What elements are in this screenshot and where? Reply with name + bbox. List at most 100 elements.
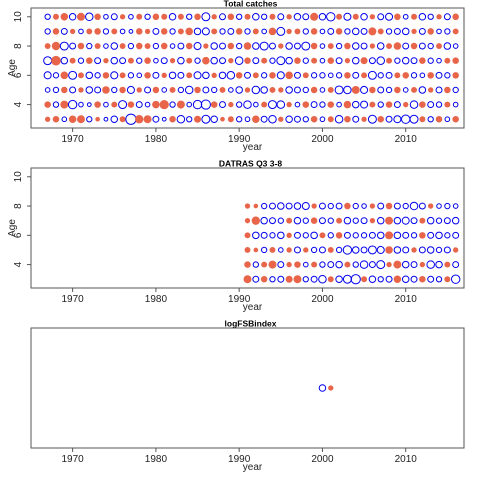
bubble-positive (202, 86, 210, 94)
bubble-negative (69, 57, 76, 64)
bubble-positive (419, 72, 426, 79)
bubble-positive (427, 116, 434, 123)
bubble-negative (419, 116, 426, 123)
bubble-positive (285, 56, 293, 65)
bubble-positive (327, 232, 334, 239)
bubble-positive (343, 85, 352, 95)
bubble-positive (436, 57, 442, 64)
bubble-positive (335, 42, 343, 50)
bubble-negative (419, 275, 426, 283)
bubble-positive (377, 276, 384, 283)
bubble-negative (177, 28, 184, 35)
bubble-positive (377, 101, 384, 108)
bubble-positive (118, 100, 128, 110)
bubble-negative (327, 246, 334, 253)
bubble-positive (293, 231, 301, 239)
bubble-negative (94, 13, 101, 21)
bubble-negative (269, 13, 276, 20)
bubble-positive (227, 27, 235, 35)
y-tick-label: 8 (13, 43, 24, 49)
bubble-positive (293, 86, 301, 94)
bubble-positive (368, 261, 376, 269)
bubble-negative (102, 86, 110, 94)
bubble-positive (103, 43, 109, 49)
bubble-positive (351, 42, 360, 50)
bubble-negative (377, 115, 384, 123)
bubble-positive (435, 260, 443, 269)
bubble-negative (136, 87, 142, 93)
x-tick-label: 2000 (311, 294, 334, 305)
bubble-positive (410, 217, 418, 225)
bubble-positive (410, 72, 418, 79)
bubble-negative (252, 72, 259, 79)
x-axis-label: year (243, 302, 263, 313)
panel-title: Total catches (224, 0, 278, 9)
bubble-positive (409, 114, 419, 124)
bubble-negative (411, 86, 418, 93)
bubble-positive (418, 13, 427, 21)
bubble-positive (302, 86, 309, 94)
x-tick-label: 1990 (228, 454, 251, 465)
bubble-positive (435, 101, 443, 108)
bubble-negative (111, 101, 118, 108)
bubble-negative (51, 41, 61, 51)
bubble-negative (393, 42, 402, 50)
bubble-positive (285, 202, 293, 210)
bubble-positive (418, 42, 426, 50)
bubble-positive (251, 85, 261, 95)
bubble-negative (343, 100, 352, 109)
bubble-negative (336, 217, 343, 224)
bubble-negative (94, 101, 101, 108)
bubble-positive (435, 231, 443, 240)
bubble-negative (220, 116, 225, 122)
bubble-negative (361, 116, 367, 122)
bubble-positive (293, 246, 301, 254)
bubble-positive (351, 100, 360, 109)
bubble-positive (351, 246, 360, 254)
bubble-negative (253, 203, 259, 209)
bubble-positive (285, 86, 293, 94)
bubble-positive (443, 246, 451, 254)
bubble-positive (218, 71, 227, 80)
bubble-negative (303, 247, 309, 253)
bubble-negative (261, 261, 268, 268)
bubble-negative (86, 28, 93, 35)
bubble-positive (236, 42, 243, 50)
bubble-negative (335, 28, 343, 35)
bubble-positive (444, 202, 451, 210)
bubble-negative (394, 72, 401, 79)
bubble-positive (119, 28, 126, 35)
bubble-positive (44, 28, 51, 35)
bubble-positive (169, 101, 176, 108)
bubble-negative (369, 203, 376, 209)
bubble-positive (393, 216, 402, 225)
bubble-positive (393, 231, 402, 240)
bubble-negative (102, 72, 110, 79)
bubble-positive (78, 28, 84, 35)
bubble-positive (452, 86, 459, 94)
bubble-positive (210, 56, 218, 65)
bubble-positive (136, 57, 143, 64)
bubble-negative (227, 116, 234, 123)
bubble-positive (253, 101, 259, 108)
bubble-positive (310, 275, 318, 283)
bubble-positive (277, 261, 285, 269)
bubble-positive (252, 231, 260, 240)
bubble-positive (435, 71, 443, 79)
y-tick-label: 10 (13, 171, 24, 183)
bubble-positive (352, 115, 360, 123)
bubble-negative (286, 28, 292, 35)
bubble-positive (52, 72, 60, 79)
bubble-positive (360, 246, 368, 254)
bubble-negative (286, 101, 292, 108)
bubble-positive (344, 28, 351, 35)
bubble-positive (302, 116, 309, 123)
bubble-positive (310, 101, 318, 109)
bubble-positive (103, 116, 109, 122)
bubble-positive (360, 232, 368, 239)
bubble-negative (302, 101, 310, 108)
bubble-positive (110, 115, 119, 123)
bubble-positive (361, 203, 367, 209)
bubble-negative (202, 56, 210, 65)
bubble-negative (319, 232, 326, 239)
